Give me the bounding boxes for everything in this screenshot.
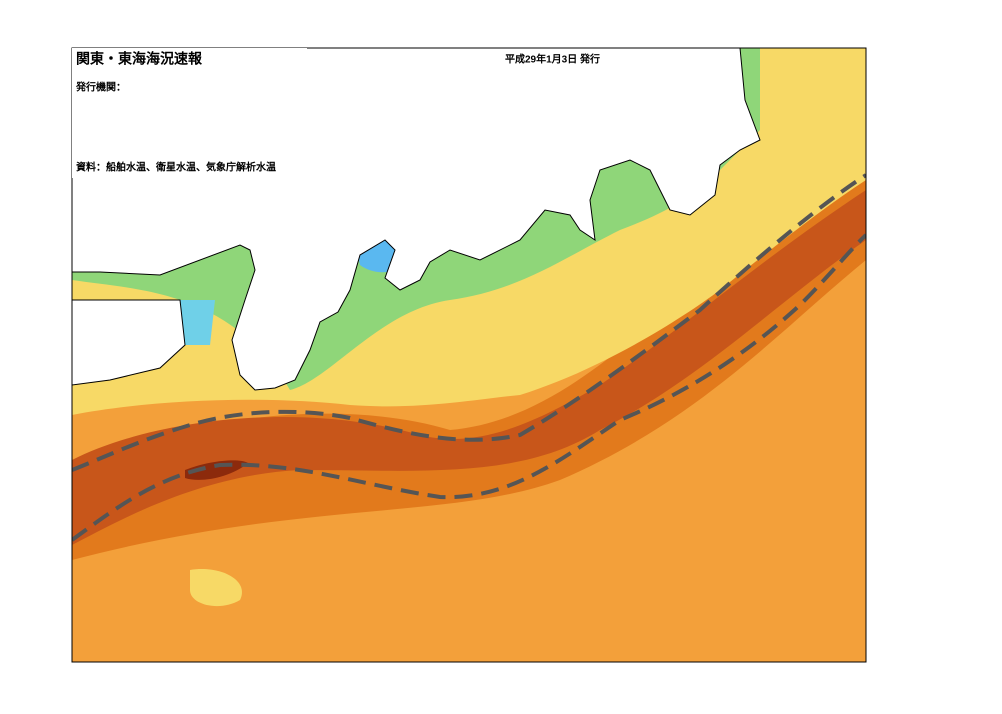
issue-date: 平成29年1月3日 発行 <box>505 53 600 66</box>
title: 関東・東海海況速報 <box>76 51 203 67</box>
kii-channel <box>175 300 215 345</box>
map-frame <box>71 47 867 663</box>
kuroshio-axis-south <box>72 233 866 542</box>
shikoku <box>72 299 186 386</box>
kuroshio <box>72 190 866 545</box>
info-box <box>72 48 307 178</box>
issuer-label: 発行機関： <box>75 81 126 94</box>
source: 資料：船舶水温、衛星水温、気象庁解析水温 <box>76 161 276 174</box>
eddy <box>190 569 242 607</box>
